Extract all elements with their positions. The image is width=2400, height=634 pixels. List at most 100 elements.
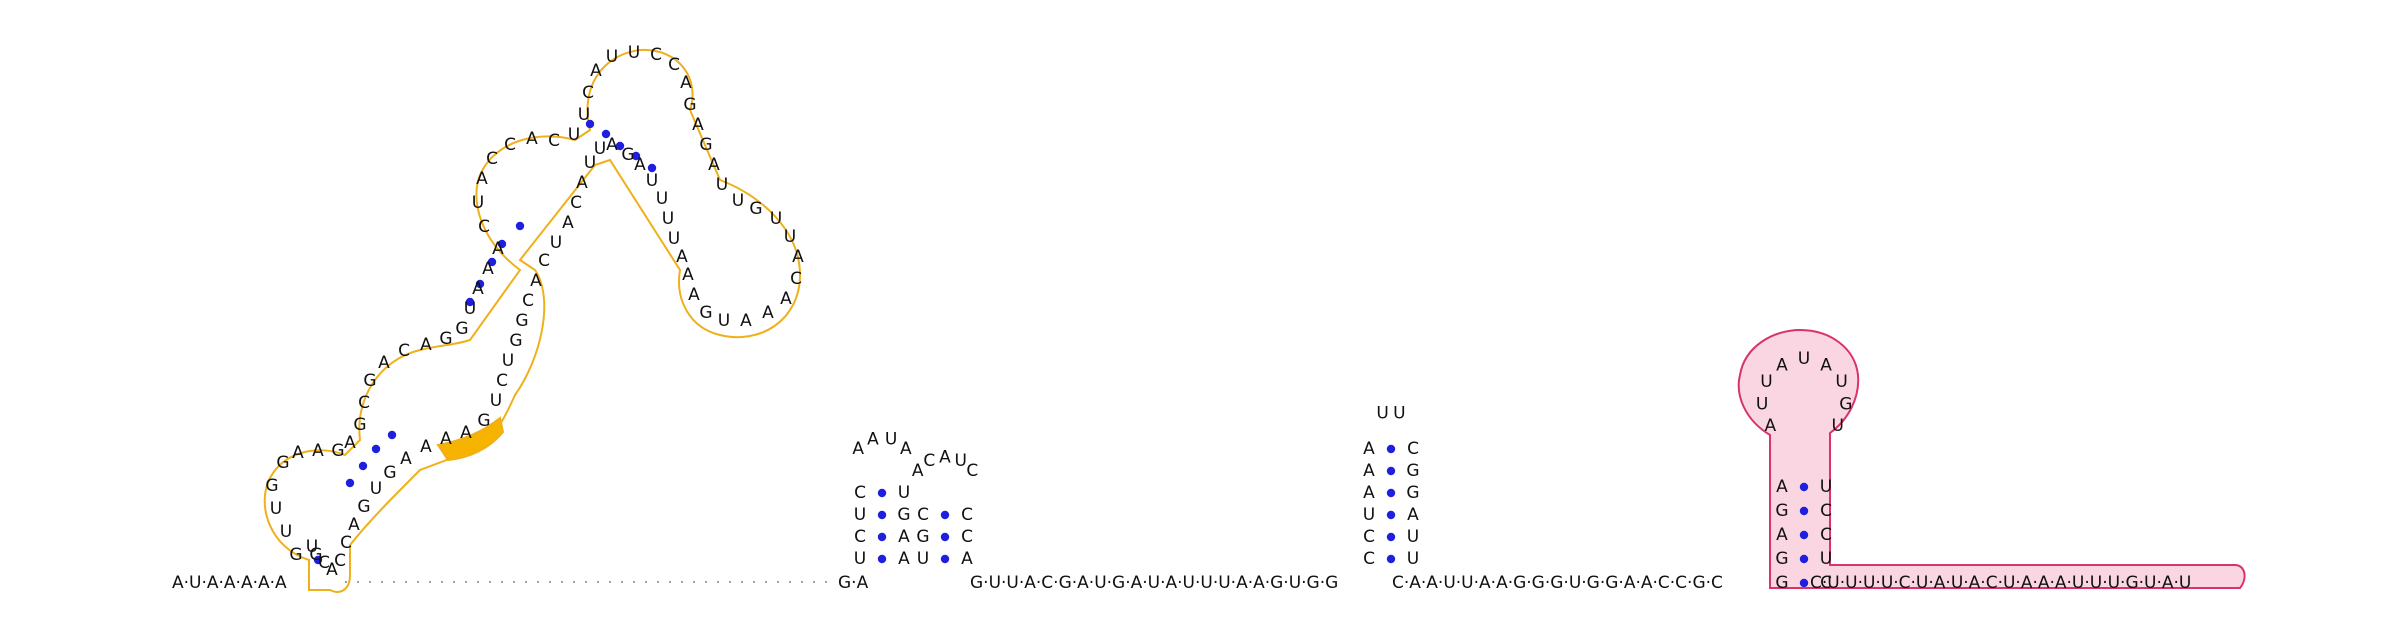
region-a-base: A [692,115,704,135]
hairpin-3-loop-base: U [1393,404,1405,424]
hairpin-1-right-stem-base: A [898,527,910,547]
region-a-base: A [792,247,804,267]
region-a-base: A [400,449,412,469]
hairpin-2-loop-base: C [966,461,978,481]
region-a-base: A [476,169,488,189]
base-pair-dot [615,141,625,151]
base-pair-dot [345,478,355,488]
region-a-base: C [334,551,346,571]
hairpin-4-loop-base: U [1760,372,1772,392]
region-a-base: C [790,269,802,289]
region-a-base: C [538,251,550,271]
region-a-base: A [682,265,694,285]
region-a-base: A [482,259,494,279]
region-a-base: U [732,191,744,211]
hairpin-4-loop-base: U [1835,372,1847,392]
hairpin-1-loop-base: U [885,430,897,450]
region-a-base: U [578,105,590,125]
region-a-base: A [344,433,356,453]
hairpin-3-left-stem-base: C [1363,527,1375,547]
region-a-base: G [749,199,762,219]
region-a-base: G [276,453,289,473]
region-a-base: G [455,319,468,339]
hairpin-3-right-stem-base: C [1407,439,1419,459]
seq-left: A·U·A·A·A·A·A [172,573,287,593]
hairpin-1-loop-base: A [900,439,912,459]
region-a-base: C [398,341,410,361]
hairpin-4-right-stem-base: C [1820,525,1832,545]
base-pair-dot [1386,532,1396,542]
base-pair-dot [940,510,950,520]
region-a-base: C [582,83,594,103]
region-a-base: U [594,139,606,159]
region-a-base: A [292,443,304,463]
region-a-base: A [348,515,360,535]
region-a-base: C [548,131,560,151]
region-a-base: A [326,560,338,580]
region-a-base: G [309,545,322,565]
hairpin-1-left-stem-base: C [854,483,866,503]
base-pair-dot [1799,482,1809,492]
region-a-base: A [606,135,618,155]
base-pairs [313,119,1809,588]
base-pair-dot [487,257,497,267]
base-pair-dot [497,239,507,249]
region-a-base: U [716,175,728,195]
hairpin-4-loop-base: A [1820,355,1832,375]
hairpin-3-left-stem-base: C [1363,549,1375,569]
region-a-base: G [683,95,696,115]
base-pair-dot [515,221,525,231]
region-a-base: A [780,289,792,309]
region-a-base: G [699,303,712,323]
hairpin-2-left-stem-base: G [916,527,929,547]
region-a-base: U [606,47,618,67]
region-a-base: U [656,189,668,209]
region-a-base: G [477,411,490,431]
hairpin-2-right-stem-base: A [961,549,973,569]
base-pair-dot [1799,554,1809,564]
hairpin-3-right-stem-base: U [1407,527,1419,547]
base-pair-dot [1386,510,1396,520]
base-pair-dot [1386,466,1396,476]
region-a-base: U [568,125,580,145]
hairpin-4-loop-base: U [1756,395,1768,415]
region-a-base: A [688,285,700,305]
base-pair-dot [877,532,887,542]
hairpin-4-loop-base: U [1798,349,1810,369]
region-a-base: G [265,476,278,496]
region-a-base: U [490,391,502,411]
base-pair-dot [1386,444,1396,454]
region-a-base: U [784,227,796,247]
base-pair-dot [585,119,595,129]
hairpin-4-loop-base: A [1765,416,1777,436]
region-a-base: A [562,213,574,233]
hairpin-2-loop-base: A [912,461,924,481]
hairpin-4-right-stem-base: U [1820,549,1832,569]
hairpin-1-loop-base: A [852,439,864,459]
base-pair-dot [358,461,368,471]
base-pair-dot [1799,506,1809,516]
hairpin-2-left-stem-base: C [917,505,929,525]
base-pair-dot [877,488,887,498]
region-a-base: U [502,351,514,371]
hairpin-4-loop-base: U [1831,416,1843,436]
seq-mid-2: G·U·U·A·C·G·A·U·G·A·U·A·U·U·U·A·A·G·U·G·… [970,573,1338,593]
hairpin-4-left-stem-base: A [1776,525,1788,545]
hairpin-1-left-stem-base: U [854,505,866,525]
region-a-base: G [515,311,528,331]
base-pair-dot [387,430,397,440]
hairpin-4-left-stem-base: G [1775,573,1788,593]
region-a-base: U [472,193,484,213]
region-a-base: G [357,497,370,517]
region-a-base: U [668,229,680,249]
region-a-base: U [584,153,596,173]
region-a-base: A [420,335,432,355]
region-a-base: U [464,299,476,319]
seq-right-tail: C·U·U·U·U·C·U·A·U·A·C·U·A·A·A·U·U·U·G·U·… [1810,573,2191,593]
region-a-base: C [496,371,508,391]
region-a-base: G [331,441,344,461]
region-a-base: A [526,129,538,149]
hairpin-3-right-stem-base: G [1406,461,1419,481]
region-a-base: A [378,353,390,373]
region-a-base: A [420,437,432,457]
